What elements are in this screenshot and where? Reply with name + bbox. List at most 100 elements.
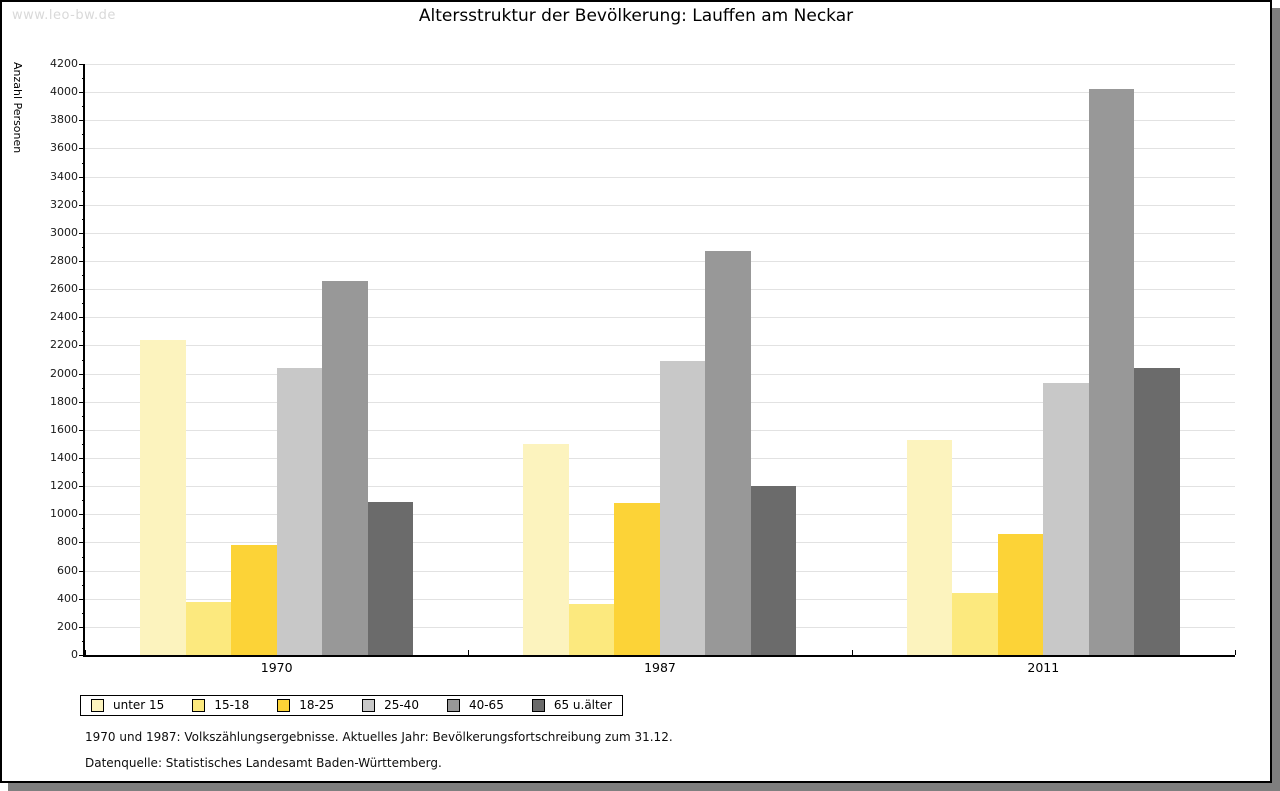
- y-major-tick: [79, 317, 85, 319]
- bar-1970-15-18: [185, 601, 231, 655]
- bar-2011-65-u-lter: [1134, 367, 1180, 655]
- y-major-tick: [79, 514, 85, 516]
- chart-title: Altersstruktur der Bevölkerung: Lauffen …: [418, 6, 854, 26]
- bar-2011-40-65: [1088, 89, 1135, 655]
- bar-2011-18-25: [997, 533, 1044, 655]
- y-major-tick: [79, 486, 85, 488]
- y-tick-label: 2600: [50, 282, 78, 296]
- bar-1970-40-65: [322, 280, 368, 655]
- watermark: www.leo-bw.de: [12, 8, 116, 23]
- y-major-tick: [79, 655, 85, 656]
- gridline: [85, 345, 1235, 347]
- y-tick-label: 1600: [50, 422, 78, 436]
- footnote-source-note: 1970 und 1987: Volkszählungsergebnisse. …: [85, 730, 673, 744]
- bar-1987-18-25: [614, 503, 660, 655]
- gridline: [85, 92, 1235, 94]
- bar-1987-15-18: [568, 604, 615, 655]
- bar-1970-unter-15: [140, 339, 186, 655]
- legend-swatch: [531, 699, 545, 712]
- x-category-label: 1970: [260, 660, 293, 675]
- x-category-label: 1987: [644, 660, 676, 675]
- y-tick-label: 2800: [50, 254, 78, 267]
- y-tick-label: 1400: [50, 451, 78, 464]
- legend-item: 18-25: [277, 699, 334, 712]
- y-major-tick: [79, 204, 85, 206]
- y-major-tick: [79, 92, 85, 94]
- y-axis-label: Anzahl Personen: [11, 62, 24, 154]
- y-major-tick: [79, 176, 85, 178]
- legend-item: 65 u.älter: [531, 698, 613, 712]
- gridline: [85, 289, 1235, 291]
- legend-swatch: [192, 699, 206, 712]
- bar-1987-65-u-lter: [750, 486, 797, 655]
- bar-1970-25-40: [276, 367, 322, 655]
- gridline: [85, 120, 1235, 122]
- y-axis-line: [83, 64, 85, 657]
- gridline: [85, 204, 1235, 206]
- bar-1970-18-25: [231, 545, 277, 655]
- bar-2011-unter-15: [906, 439, 953, 655]
- y-tick-label: 400: [57, 591, 78, 605]
- gridline: [85, 317, 1235, 319]
- footnote-data-source: Datenquelle: Statistisches Landesamt Bad…: [85, 756, 442, 770]
- y-tick-label: 1200: [50, 479, 78, 493]
- y-tick-label: 2400: [50, 310, 78, 324]
- bar-1987-25-40: [659, 360, 706, 655]
- y-major-tick: [79, 401, 85, 403]
- legend-label: 18-25: [299, 698, 335, 712]
- y-tick-label: 1800: [50, 394, 78, 408]
- gridline: [85, 232, 1235, 234]
- y-tick-label: 600: [57, 563, 78, 577]
- y-major-tick: [79, 345, 85, 347]
- x-axis-tick: [851, 650, 853, 655]
- legend-swatch: [446, 699, 460, 712]
- y-major-tick: [79, 429, 85, 431]
- legend-item: 15-18: [192, 699, 249, 712]
- y-major-tick: [79, 148, 85, 150]
- legend-item: 25-40: [362, 699, 419, 712]
- y-major-tick: [79, 570, 85, 572]
- legend-label: unter 15: [113, 698, 165, 712]
- legend-label: 65 u.älter: [553, 698, 613, 712]
- y-tick-label: 4000: [50, 85, 78, 99]
- y-tick-label: 3200: [50, 197, 78, 211]
- legend-item: unter 15: [91, 699, 164, 712]
- bar-1987-40-65: [705, 251, 751, 655]
- legend-item: 40-65: [446, 698, 504, 712]
- y-major-tick: [79, 458, 85, 459]
- legend-swatch: [362, 699, 376, 712]
- y-major-tick: [79, 232, 85, 234]
- y-tick-label: 4200: [50, 57, 78, 70]
- x-category-label: 2011: [1027, 660, 1060, 675]
- y-major-tick: [79, 626, 85, 628]
- legend-label: 40-65: [468, 698, 504, 712]
- x-axis-tick: [468, 650, 470, 655]
- legend-swatch: [277, 699, 291, 712]
- y-tick-label: 3600: [50, 141, 78, 155]
- y-major-tick: [79, 64, 85, 65]
- bar-2011-25-40: [1043, 383, 1089, 655]
- y-major-tick: [79, 289, 85, 291]
- gridline: [85, 176, 1235, 178]
- y-tick-label: 3000: [50, 225, 78, 239]
- y-major-tick: [79, 261, 85, 262]
- y-tick-label: 800: [57, 535, 78, 549]
- y-tick-label: 200: [57, 619, 78, 633]
- legend-label: 15-18: [214, 698, 250, 712]
- y-major-tick: [79, 542, 85, 544]
- y-major-tick: [79, 373, 85, 375]
- bar-1987-unter-15: [523, 443, 569, 655]
- x-axis-line: [83, 655, 1235, 657]
- legend-swatch: [91, 699, 104, 712]
- bar-2011-15-18: [952, 593, 998, 655]
- legend-label: 25-40: [384, 698, 419, 712]
- y-tick-label: 2200: [50, 338, 78, 352]
- legend: unter 15 15-18 18-25 25-40 40-65 65 u.älter: [80, 695, 624, 716]
- y-major-tick: [79, 598, 85, 600]
- x-axis-tick: [1235, 650, 1236, 655]
- y-major-tick: [79, 120, 85, 122]
- y-tick-label: 2000: [50, 366, 78, 380]
- gridline: [85, 148, 1235, 150]
